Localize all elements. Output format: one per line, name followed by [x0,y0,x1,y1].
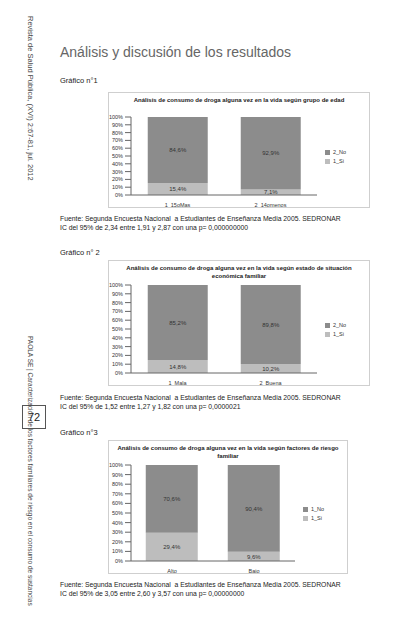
html-text:Gráfico n° 2: Gráfico n° 2 [60,248,100,257]
svg-text:30%: 30% [112,344,123,350]
svg-text:0%: 0% [115,558,123,564]
html-text:1_Si: 1_Si [333,331,344,337]
svg-text:2_14omenos: 2_14omenos [255,202,287,207]
html-text:1_Si: 1_Si [333,158,344,164]
svg-text:7,1%: 7,1% [264,189,278,195]
svg-text:90%: 90% [112,291,123,297]
svg-text:70%: 70% [112,137,123,143]
svg-text:84,6%: 84,6% [169,147,187,153]
svg-text:89,8%: 89,8% [262,322,280,328]
html-text:72: 72 [27,411,41,423]
svg-text:92,9%: 92,9% [262,150,280,156]
svg-text:80%: 80% [112,300,123,306]
svg-text:30%: 30% [112,529,123,535]
html-text:IC del 95% de 2,34 entre 1,91: IC del 95% de 2,34 entre 1,91 y 2,87 con… [60,224,248,231]
svg-text:15,4%: 15,4% [169,186,187,192]
html-text:IC del 95% de 3,05 entre 2,60: IC del 95% de 3,05 entre 2,60 y 3,57 con… [60,590,245,597]
html-text:Análisis de consumo de droga a: Análisis de consumo de droga alguna vez … [117,445,339,459]
svg-text:90,4%: 90,4% [245,506,263,512]
svg-text:100%: 100% [109,114,123,120]
html-text:Gráfico n°1: Gráfico n°1 [60,76,98,85]
svg-text:10%: 10% [112,361,123,367]
svg-text:70,6%: 70,6% [163,496,181,502]
svg-text:80%: 80% [112,130,123,136]
svg-text:Bajo: Bajo [248,568,259,573]
svg-text:10%: 10% [112,548,123,554]
svg-text:20%: 20% [112,176,123,182]
svg-text:60%: 60% [112,500,123,506]
html-text:1_Si: 1_Si [311,515,322,521]
svg-text:14,8%: 14,8% [169,364,187,370]
html-text:Análisis y discusión de los re: Análisis y discusión de los resultados [60,44,292,60]
html-text:2_No: 2_No [333,322,347,328]
svg-text:50%: 50% [112,153,123,159]
svg-text:20%: 20% [112,539,123,545]
svg-text:80%: 80% [112,481,123,487]
html-text:IC del 95% de 1,52 entre 1,27: IC del 95% de 1,52 entre 1,27 y 1,82 con… [60,403,241,410]
html-text:Fuente: Segunda Encuesta Nacio: Fuente: Segunda Encuesta Nacional a Estu… [60,581,341,588]
svg-text:10,2%: 10,2% [262,366,280,372]
svg-text:20%: 20% [112,352,123,358]
svg-text:40%: 40% [112,161,123,167]
svg-text:100%: 100% [109,462,123,468]
svg-text:Alto: Alto [167,568,176,573]
svg-text:40%: 40% [112,335,123,341]
html-text:1_No: 1_No [311,506,325,512]
html-text:Gráfico n°3: Gráfico n°3 [60,428,98,437]
svg-text:70%: 70% [112,308,123,314]
svg-text:85,2%: 85,2% [169,320,187,326]
svg-text:30%: 30% [112,169,123,175]
html-text:Análisis de consumo de droga a: Análisis de consumo de droga alguna vez … [126,265,352,279]
svg-text:29,4%: 29,4% [163,544,181,550]
svg-text:40%: 40% [112,520,123,526]
html-text:Revista de Salud Pública, (XVI: Revista de Salud Pública, (XVI) 2:67-81,… [26,16,35,181]
svg-text:50%: 50% [112,510,123,516]
svg-text:60%: 60% [112,317,123,323]
svg-text:10%: 10% [112,184,123,190]
svg-text:70%: 70% [112,491,123,497]
svg-text:0%: 0% [115,192,123,198]
html-text:Análisis de consumo de droga a: Análisis de consumo de droga alguna vez … [133,97,345,103]
svg-text:50%: 50% [112,326,123,332]
svg-text:0%: 0% [115,370,123,376]
svg-text:2_Buena: 2_Buena [259,380,282,385]
svg-text:60%: 60% [112,145,123,151]
svg-text:90%: 90% [112,122,123,128]
svg-text:1_Mala: 1_Mala [168,380,187,385]
html-text:PAOLA SE | Caracterización de: PAOLA SE | Caracterización de los factor… [27,336,34,606]
html-text:Fuente: Segunda Encuesta Nacio: Fuente: Segunda Encuesta Nacional a Estu… [60,394,341,401]
svg-text:9,6%: 9,6% [247,554,261,560]
html-text:2_No: 2_No [333,149,347,155]
svg-text:1_15oMas: 1_15oMas [165,202,191,207]
svg-text:100%: 100% [109,282,123,288]
html-text:Fuente: Segunda Encuesta Nacio: Fuente: Segunda Encuesta Nacional a Estu… [60,215,341,222]
svg-text:90%: 90% [112,472,123,478]
